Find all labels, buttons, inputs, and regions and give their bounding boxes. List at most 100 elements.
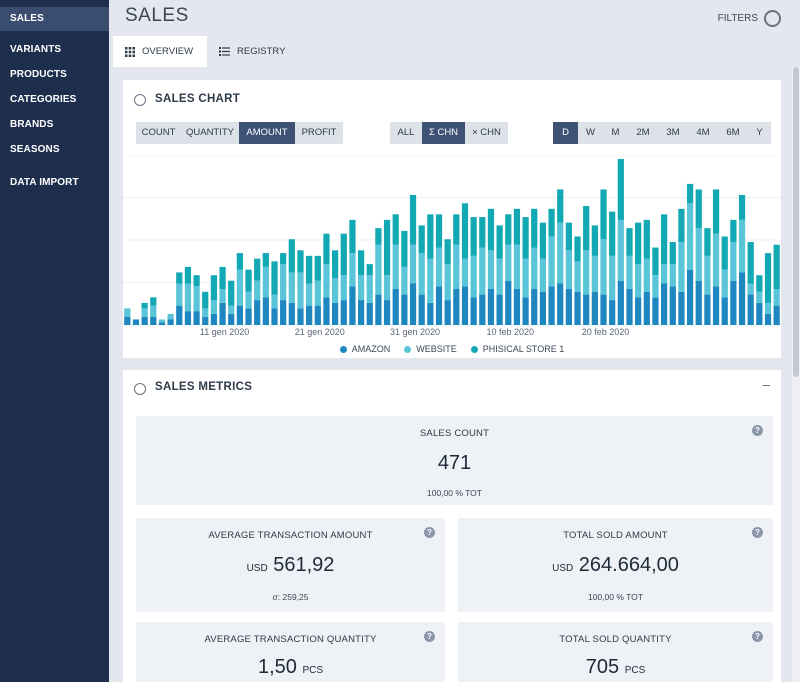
collapse-button[interactable]: –	[762, 376, 770, 392]
bar-segment-store[interactable]	[245, 269, 252, 292]
period-m-button[interactable]: M	[603, 122, 628, 144]
bar-segment-amazon[interactable]	[124, 316, 131, 325]
period-2m-button[interactable]: 2M	[628, 122, 658, 144]
bar-segment-store[interactable]	[704, 228, 711, 256]
channel-split-button[interactable]: × CHN	[465, 122, 508, 144]
bar-segment-amazon[interactable]	[158, 322, 166, 325]
bar-segment-store[interactable]	[626, 228, 633, 256]
bar-segment-website[interactable]	[124, 308, 131, 317]
bar-segment-amazon[interactable]	[357, 300, 365, 325]
bar-segment-amazon[interactable]	[496, 294, 503, 325]
bar-segment-amazon[interactable]	[332, 302, 339, 325]
bar-segment-website[interactable]	[392, 244, 399, 290]
bar-segment-store[interactable]	[695, 189, 702, 229]
bar-segment-store[interactable]	[375, 228, 382, 245]
bar-segment-amazon[interactable]	[150, 316, 157, 325]
bar-segment-amazon[interactable]	[306, 305, 313, 325]
bar-segment-store[interactable]	[219, 266, 226, 290]
period-6m-button[interactable]: 6M	[718, 122, 748, 144]
bar-segment-website[interactable]	[626, 255, 633, 290]
bar-segment-website[interactable]	[583, 250, 590, 295]
bar-segment-store[interactable]	[280, 253, 287, 265]
bar-segment-website[interactable]	[756, 291, 763, 303]
bar-segment-amazon[interactable]	[383, 300, 391, 325]
bar-segment-website[interactable]	[314, 280, 321, 306]
bar-segment-website[interactable]	[470, 255, 477, 298]
bar-segment-store[interactable]	[435, 214, 443, 248]
period-3m-button[interactable]: 3M	[658, 122, 688, 144]
bar-segment-website[interactable]	[297, 272, 304, 309]
bar-segment-store[interactable]	[617, 159, 624, 220]
tab-registry[interactable]: REGISTRY	[207, 36, 299, 67]
bar-segment-amazon[interactable]	[141, 316, 148, 325]
bar-segment-store[interactable]	[297, 250, 304, 273]
bar-segment-amazon[interactable]	[392, 289, 399, 325]
bar-segment-store[interactable]	[487, 208, 495, 251]
bar-segment-store[interactable]	[210, 275, 218, 301]
bar-segment-amazon[interactable]	[738, 272, 746, 325]
bar-segment-website[interactable]	[349, 253, 356, 287]
bar-segment-store[interactable]	[228, 280, 235, 306]
bar-segment-amazon[interactable]	[565, 289, 572, 325]
sidebar-item-brands[interactable]: BRANDS	[10, 119, 54, 130]
bar-segment-website[interactable]	[210, 300, 218, 314]
bar-segment-amazon[interactable]	[756, 302, 763, 325]
bar-segment-website[interactable]	[444, 264, 451, 301]
bar-segment-amazon[interactable]	[297, 308, 304, 325]
bar-segment-website[interactable]	[496, 258, 503, 295]
bar-segment-amazon[interactable]	[721, 297, 728, 325]
bar-segment-website[interactable]	[565, 250, 572, 290]
bar-segment-website[interactable]	[738, 219, 746, 273]
bar-segment-amazon[interactable]	[280, 300, 287, 325]
bar-segment-amazon[interactable]	[262, 297, 269, 325]
sidebar-item-categories[interactable]: CATEGORIES	[10, 94, 77, 105]
help-icon[interactable]: ?	[424, 527, 435, 538]
bar-segment-store[interactable]	[678, 208, 685, 242]
bar-segment-store[interactable]	[591, 225, 598, 256]
bar-segment-website[interactable]	[375, 244, 382, 295]
bar-segment-amazon[interactable]	[409, 283, 417, 326]
bar-segment-store[interactable]	[738, 194, 746, 220]
help-icon[interactable]: ?	[752, 631, 763, 642]
bar-segment-website[interactable]	[773, 289, 780, 306]
bar-segment-store[interactable]	[773, 244, 780, 290]
bar-segment-store[interactable]	[712, 189, 720, 234]
bar-segment-amazon[interactable]	[245, 308, 252, 325]
bar-segment-website[interactable]	[357, 275, 365, 301]
bar-segment-website[interactable]	[704, 255, 711, 295]
bar-segment-store[interactable]	[383, 219, 391, 276]
bar-segment-store[interactable]	[756, 275, 763, 292]
sidebar-item-data-import[interactable]: DATA IMPORT	[10, 177, 79, 188]
bar-segment-store[interactable]	[635, 222, 642, 265]
bar-segment-amazon[interactable]	[522, 297, 529, 325]
metric-amount-button[interactable]: AMOUNT	[239, 122, 295, 144]
period-y-button[interactable]: Y	[748, 122, 771, 144]
metric-profit-button[interactable]: PROFIT	[295, 122, 343, 144]
bar-segment-website[interactable]	[262, 266, 269, 298]
bar-segment-amazon[interactable]	[193, 311, 200, 325]
bar-segment-website[interactable]	[383, 275, 391, 301]
bar-segment-amazon[interactable]	[349, 286, 356, 325]
bar-segment-store[interactable]	[184, 266, 192, 284]
bar-segment-amazon[interactable]	[314, 305, 321, 325]
bar-segment-store[interactable]	[332, 250, 339, 278]
bar-segment-store[interactable]	[401, 230, 408, 267]
bar-segment-amazon[interactable]	[271, 308, 278, 325]
bar-segment-amazon[interactable]	[600, 294, 607, 325]
bar-segment-amazon[interactable]	[505, 280, 512, 325]
bar-segment-store[interactable]	[418, 225, 425, 254]
bar-segment-website[interactable]	[652, 275, 659, 298]
bar-segment-website[interactable]	[401, 266, 408, 295]
bar-segment-website[interactable]	[141, 308, 148, 317]
bar-segment-website[interactable]	[228, 305, 235, 314]
bar-segment-website[interactable]	[505, 244, 512, 281]
sales-chart-radio[interactable]	[134, 94, 146, 106]
bar-segment-store[interactable]	[764, 253, 772, 303]
bar-segment-amazon[interactable]	[210, 313, 218, 325]
bar-segment-store[interactable]	[271, 261, 278, 295]
bar-segment-amazon[interactable]	[617, 280, 624, 325]
bar-segment-amazon[interactable]	[228, 313, 235, 325]
bar-segment-store[interactable]	[609, 211, 616, 256]
metric-quantity-button[interactable]: QUANTITY	[181, 122, 239, 144]
bar-segment-website[interactable]	[764, 302, 772, 314]
